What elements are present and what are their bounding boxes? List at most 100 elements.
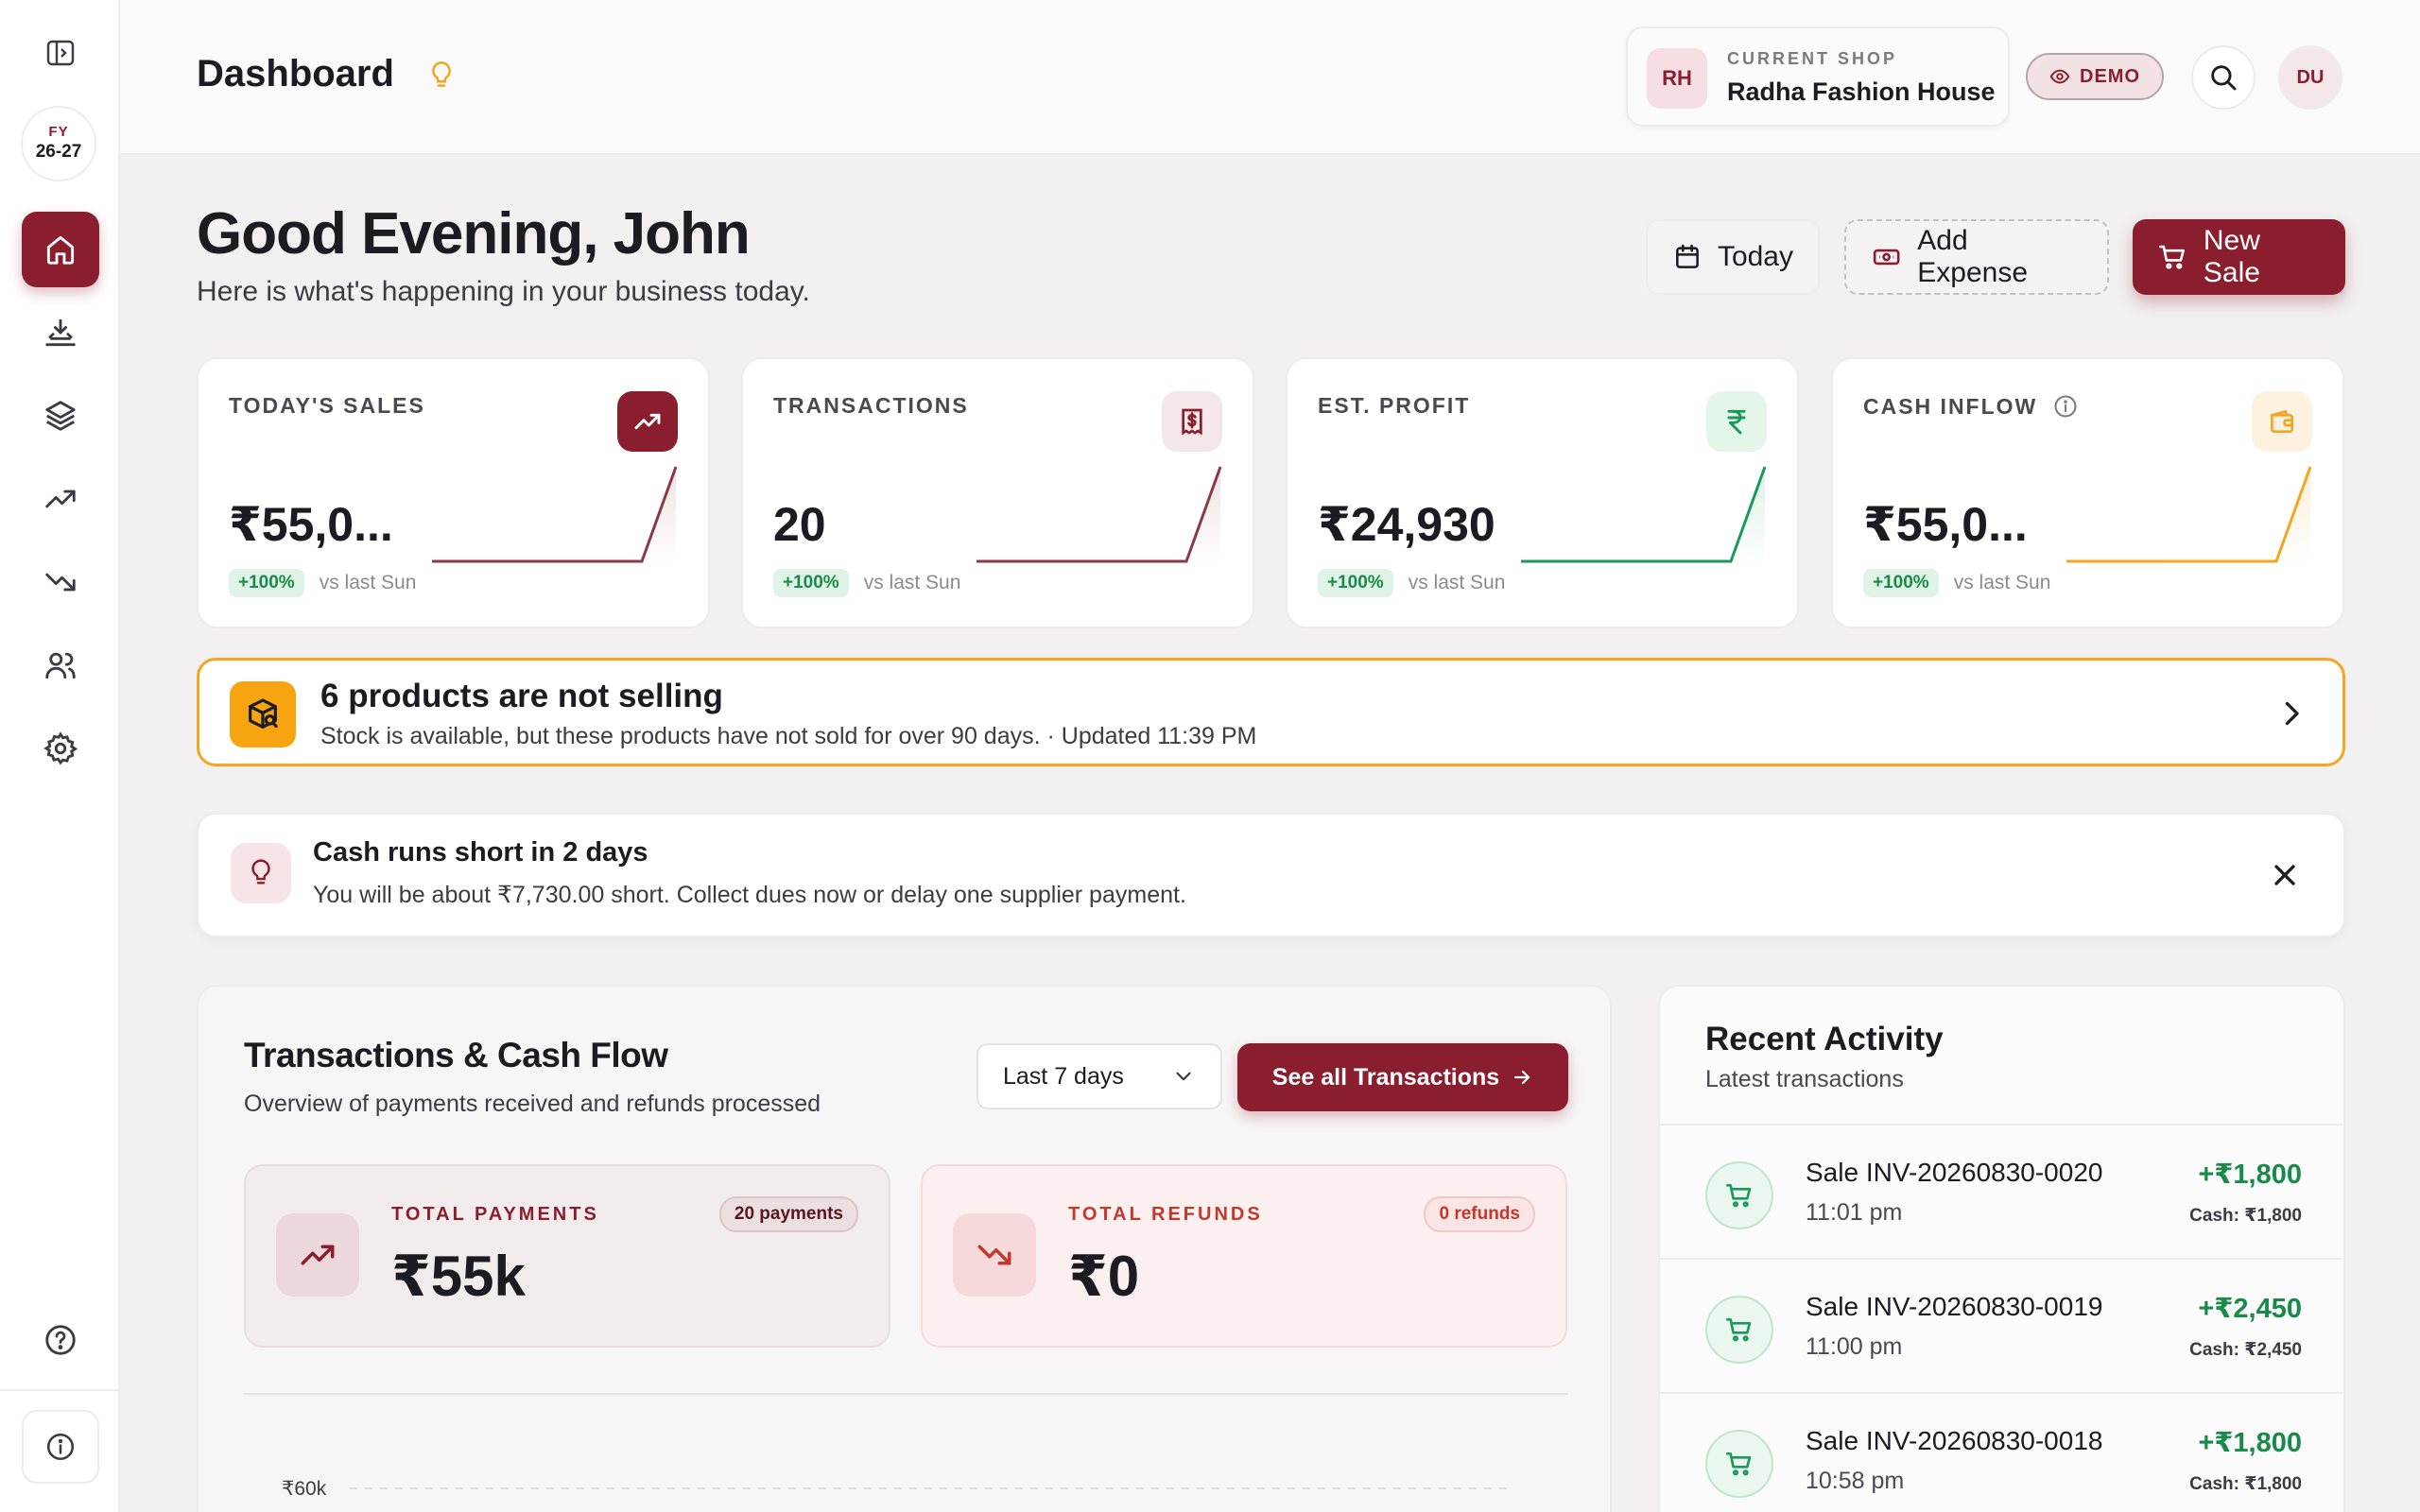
profit-sparkline <box>1521 466 1767 565</box>
chevron-right-icon[interactable] <box>2274 696 2308 730</box>
add-expense-button[interactable]: Add Expense <box>1844 219 2109 295</box>
see-all-label: See all Transactions <box>1271 1063 1500 1091</box>
info-icon <box>46 1433 75 1461</box>
home-icon <box>46 235 75 265</box>
demo-mode-badge[interactable]: DEMO <box>2026 53 2164 100</box>
receipt-icon <box>1162 391 1222 452</box>
user-avatar[interactable]: DU <box>2278 45 2342 110</box>
total-payments-card[interactable]: TOTAL PAYMENTS ₹55k 20 payments <box>244 1164 890 1348</box>
activity-amount: +₹1,800 <box>2198 1428 2302 1458</box>
sidebar-item-settings[interactable] <box>22 711 99 786</box>
kpi-value: 20 <box>773 498 826 551</box>
dead-stock-alert[interactable]: 6 products are not selling Stock is avai… <box>197 658 2345 766</box>
help-icon <box>45 1325 76 1355</box>
inflow-icon <box>45 318 76 347</box>
fy-label: FY <box>48 124 69 140</box>
kpi-card-transactions[interactable]: TRANSACTIONS 20 +100% vs last Sun <box>741 357 1254 628</box>
sidebar-item-customers[interactable] <box>22 627 99 703</box>
current-shop-selector[interactable]: RH CURRENT SHOP Radha Fashion House <box>1626 26 2010 127</box>
sidebar-item-sales[interactable] <box>22 461 99 537</box>
demo-label: DEMO <box>2080 65 2140 87</box>
kpi-card-cash-inflow[interactable]: CASH INFLOW ₹55,0... +100% vs last Sun <box>1831 357 2344 628</box>
search-button[interactable] <box>2191 45 2256 110</box>
today-button[interactable]: Today <box>1646 219 1820 295</box>
arrow-right-icon <box>1514 1070 1530 1085</box>
trend-compare: vs last Sun <box>1408 572 1506 593</box>
activity-name: Sale INV-20260830-0018 <box>1806 1426 2103 1455</box>
transactions-panel: Transactions & Cash Flow Overview of pay… <box>197 985 1612 1512</box>
new-sale-label: New Sale <box>2203 225 2260 288</box>
top-header: Dashboard RH CURRENT SHOP Radha Fashion … <box>120 0 2420 155</box>
sidebar-toggle-icon[interactable] <box>45 38 76 68</box>
activity-time: 10:58 pm <box>1806 1468 1905 1494</box>
cash-shortfall-alert: Cash runs short in 2 days You will be ab… <box>197 813 2345 937</box>
activity-row[interactable]: Sale INV-20260830-0018 10:58 pm +₹1,800 … <box>1660 1394 2343 1512</box>
gear-icon <box>43 731 78 765</box>
calendar-icon <box>1676 244 1699 268</box>
trending-up-icon <box>45 490 76 508</box>
activity-amount: +₹2,450 <box>2198 1294 2302 1324</box>
kpi-card-est-profit[interactable]: EST. PROFIT ₹24,930 +100% vs last Sun <box>1286 357 1799 628</box>
sidebar-item-inventory[interactable] <box>22 378 99 454</box>
kpi-label: TODAY'S SALES <box>229 393 425 418</box>
kpi-value: ₹55,0... <box>1863 498 2028 551</box>
wallet-icon <box>2252 391 2312 452</box>
activity-amount: +₹1,800 <box>2198 1160 2302 1190</box>
sidebar-item-help[interactable] <box>22 1302 99 1378</box>
layers-icon <box>45 401 76 431</box>
new-sale-button[interactable]: New Sale <box>2133 219 2345 295</box>
add-expense-label: Add Expense <box>1917 225 2029 288</box>
close-icon[interactable] <box>2268 858 2302 892</box>
recent-activity-panel: Recent Activity Latest transactions Sale… <box>1658 985 2345 1512</box>
greeting-subtitle: Here is what's happening in your busines… <box>197 276 810 307</box>
panel-title: Recent Activity <box>1705 1021 1944 1057</box>
sidebar-item-inflow[interactable] <box>22 295 99 370</box>
sidebar-item-home[interactable] <box>22 212 99 287</box>
see-all-transactions-button[interactable]: See all Transactions <box>1237 1043 1568 1111</box>
sidebar-item-info[interactable] <box>22 1410 99 1484</box>
transactions-sparkline <box>977 466 1222 565</box>
cart-icon <box>1705 1296 1773 1364</box>
activity-cash: Cash: ₹2,450 <box>2189 1340 2302 1360</box>
activity-row[interactable]: Sale INV-20260830-0020 11:01 pm +₹1,800 … <box>1660 1125 2343 1260</box>
alert-subtitle: You will be about ₹7,730.00 short. Colle… <box>313 882 1186 908</box>
lightbulb-icon[interactable] <box>427 59 456 93</box>
kpi-trend: +100% vs last Sun <box>1863 569 2050 597</box>
sidebar: FY 26-27 <box>0 0 120 1512</box>
kpi-trend: +100% vs last Sun <box>1318 569 1505 597</box>
card-value: ₹55k <box>391 1245 526 1308</box>
page-title: Dashboard <box>197 53 394 94</box>
trend-compare: vs last Sun <box>863 572 961 593</box>
fiscal-year-chip[interactable]: FY 26-27 <box>21 106 96 181</box>
sidebar-item-expenses[interactable] <box>22 544 99 620</box>
trending-up-icon <box>617 391 678 452</box>
users-icon <box>45 652 76 679</box>
search-icon <box>2211 65 2237 91</box>
card-label: TOTAL REFUNDS <box>1068 1204 1263 1225</box>
total-refunds-card[interactable]: TOTAL REFUNDS ₹0 0 refunds <box>921 1164 1567 1348</box>
trend-badge: +100% <box>229 569 304 597</box>
kpi-trend: +100% vs last Sun <box>229 569 416 597</box>
date-range-select[interactable]: Last 7 days <box>977 1043 1222 1109</box>
kpi-label: TRANSACTIONS <box>773 393 969 418</box>
panel-divider <box>244 1393 1568 1395</box>
trend-badge: +100% <box>773 569 849 597</box>
panel-subtitle: Overview of payments received and refund… <box>244 1091 821 1117</box>
info-icon[interactable] <box>2052 393 2079 420</box>
trend-badge: +100% <box>1863 569 1939 597</box>
greeting-title: Good Evening, John <box>197 201 751 266</box>
sidebar-divider <box>0 1389 120 1391</box>
activity-name: Sale INV-20260830-0019 <box>1806 1292 2103 1321</box>
activity-cash: Cash: ₹1,800 <box>2189 1474 2302 1494</box>
card-value: ₹0 <box>1068 1245 1140 1308</box>
cart-icon <box>1705 1430 1773 1498</box>
kpi-value: ₹55,0... <box>229 498 393 551</box>
activity-row[interactable]: Sale INV-20260830-0019 11:00 pm +₹2,450 … <box>1660 1260 2343 1394</box>
trending-down-icon <box>953 1213 1036 1297</box>
rupee-icon <box>1706 391 1767 452</box>
fy-years: 26-27 <box>35 142 82 162</box>
panel-subtitle: Latest transactions <box>1705 1066 1904 1092</box>
panel-divider <box>1660 1124 2343 1125</box>
kpi-card-todays-sales[interactable]: TODAY'S SALES ₹55,0... +100% vs last Sun <box>197 357 710 628</box>
package-search-icon <box>230 681 296 747</box>
